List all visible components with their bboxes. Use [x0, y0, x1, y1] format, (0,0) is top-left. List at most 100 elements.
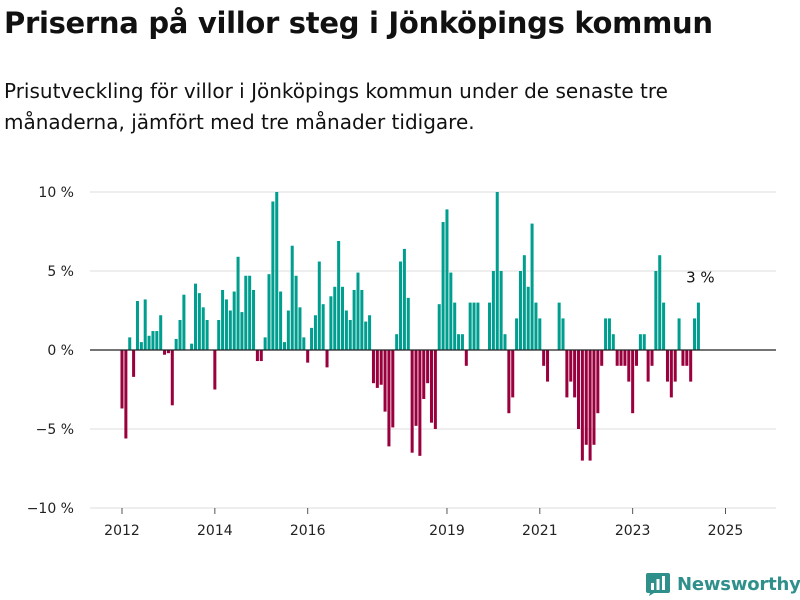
bar	[313, 315, 317, 350]
bar	[476, 302, 480, 350]
y-tick-label: −5 %	[36, 422, 74, 438]
bar	[669, 350, 673, 398]
bar	[693, 318, 697, 350]
bar	[638, 334, 642, 350]
chart-title: Priserna på villor steg i Jönköpings kom…	[4, 6, 713, 40]
bar	[646, 350, 650, 382]
bar	[499, 271, 503, 350]
bar	[190, 343, 194, 350]
bar	[580, 350, 584, 461]
bar	[201, 307, 205, 350]
bar	[344, 310, 348, 350]
bar	[371, 350, 375, 384]
bar	[182, 294, 186, 350]
bar	[472, 302, 476, 350]
bar	[244, 275, 248, 350]
bar	[619, 350, 623, 366]
bar	[282, 342, 286, 350]
bar	[383, 350, 387, 412]
bar	[236, 256, 240, 350]
bar	[166, 350, 170, 354]
bar	[259, 350, 263, 362]
bar	[197, 293, 201, 350]
bar	[263, 337, 267, 350]
bar	[174, 338, 178, 350]
bar	[267, 274, 271, 350]
annotation-label: 3 %	[686, 269, 715, 287]
bar	[511, 350, 515, 398]
bar	[402, 248, 406, 350]
bar-chart-logo-icon	[646, 573, 670, 596]
bar	[426, 350, 430, 384]
bar	[685, 350, 689, 366]
bar	[310, 327, 314, 350]
bar	[658, 255, 662, 350]
bar	[298, 307, 302, 350]
bar	[228, 310, 232, 350]
bar	[534, 302, 538, 350]
bar	[569, 350, 573, 382]
bar	[410, 350, 414, 453]
bar	[557, 302, 561, 350]
bar	[600, 350, 604, 366]
bar	[279, 291, 283, 350]
bar	[604, 318, 608, 350]
y-tick-label: 0 %	[47, 343, 74, 359]
bar	[460, 334, 464, 350]
bar	[213, 350, 217, 390]
bar	[631, 350, 635, 414]
x-tick-label: 2021	[522, 523, 558, 539]
bar	[193, 283, 198, 350]
bar	[464, 350, 468, 366]
bar	[395, 334, 399, 350]
bar	[221, 289, 225, 350]
bar	[271, 201, 275, 350]
bar	[302, 337, 306, 350]
bar	[422, 350, 426, 399]
bar	[526, 286, 530, 350]
bar	[596, 350, 600, 414]
bar	[650, 350, 654, 366]
bar	[329, 296, 333, 350]
bar	[360, 289, 364, 350]
bar-chart: 10 % 5 % 0 % −5 % −10 % 2012 2014 2016 2019 2021 2…	[27, 185, 776, 539]
bar	[488, 302, 492, 350]
bar	[147, 335, 151, 350]
bar	[441, 222, 445, 350]
bar	[139, 342, 143, 350]
bar	[457, 334, 461, 350]
bar	[317, 261, 321, 350]
y-tick-label: 5 %	[47, 264, 74, 280]
bar	[379, 350, 383, 385]
bar	[588, 350, 592, 461]
bar	[607, 318, 611, 350]
bar	[155, 331, 159, 350]
bar	[364, 321, 368, 350]
bar	[333, 286, 337, 350]
bar	[205, 319, 209, 350]
bar	[240, 312, 244, 350]
bar	[348, 319, 352, 350]
bar	[611, 334, 615, 350]
x-tick-label: 2019	[429, 523, 465, 539]
bar	[341, 286, 345, 350]
bar	[561, 318, 565, 350]
bar	[433, 350, 437, 429]
bar	[495, 192, 499, 350]
bar	[584, 350, 588, 445]
bar	[468, 302, 472, 350]
y-tick-label: −10 %	[27, 501, 74, 517]
bar	[538, 318, 542, 350]
bar	[449, 272, 453, 350]
bar	[565, 350, 569, 398]
bar	[128, 337, 132, 350]
bar	[170, 350, 174, 406]
bar	[615, 350, 619, 366]
bar	[654, 271, 658, 350]
bar	[151, 331, 155, 350]
bar	[252, 289, 256, 350]
x-tick-label: 2023	[615, 523, 651, 539]
bar	[677, 318, 681, 350]
bar	[515, 318, 519, 350]
bar	[689, 350, 693, 382]
